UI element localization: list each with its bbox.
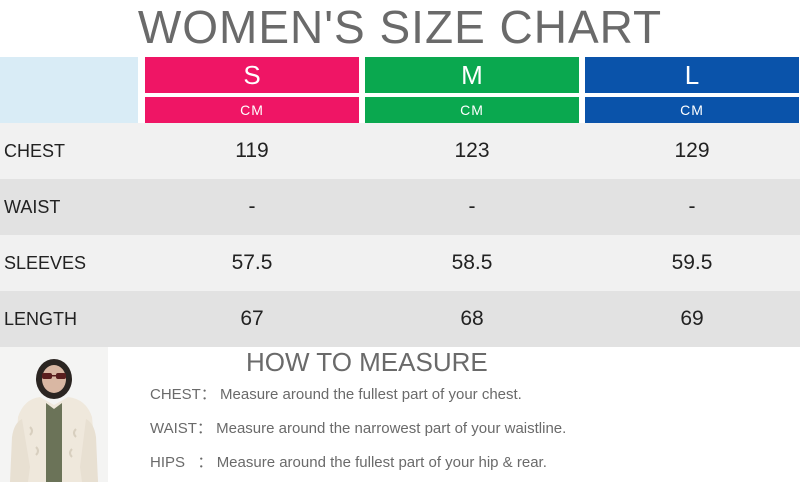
measure-text: Measure around the fullest part of your … (220, 386, 522, 403)
cell-value: 67 (240, 307, 264, 330)
size-header-s: S (145, 57, 359, 93)
row-label: WAIST (4, 197, 61, 217)
table-row-chest: CHEST 119 123 129 (0, 123, 800, 179)
row-label: LENGTH (4, 309, 78, 329)
page-title: WOMEN'S SIZE CHART (137, 1, 663, 53)
how-to-measure-title: HOW TO MEASURE (246, 347, 488, 377)
measure-item-waist: WAIST： Measure around the narrowest part… (150, 419, 566, 439)
cell-value: 123 (454, 139, 490, 162)
cell-value: - (468, 195, 476, 218)
cell-value: 58.5 (451, 251, 493, 274)
model-photo (0, 347, 108, 482)
measure-item-chest: CHEST： Measure around the fullest part o… (150, 385, 522, 405)
cell-value: 129 (674, 139, 710, 162)
cell-value: 68 (460, 307, 484, 330)
unit-header-l: CM (585, 97, 799, 123)
measure-text: Measure around the narrowest part of you… (216, 420, 567, 437)
measure-key: WAIST： (150, 420, 212, 437)
table-row-sleeves: SLEEVES 57.5 58.5 59.5 (0, 235, 800, 291)
row-label: SLEEVES (4, 253, 87, 273)
measure-text: Measure around the fullest part of your … (216, 454, 547, 471)
unit-header-s: CM (145, 97, 359, 123)
cell-value: - (248, 195, 256, 218)
cell-value: 57.5 (231, 251, 273, 274)
unit-header-m: CM (365, 97, 579, 123)
size-header-l: L (585, 57, 799, 93)
measure-key: CHEST： (150, 386, 216, 403)
measure-item-hips: HIPS ： Measure around the fullest part o… (150, 453, 547, 473)
cell-value: 59.5 (671, 251, 713, 274)
row-label: CHEST (4, 141, 66, 161)
measure-key: HIPS ： (150, 454, 213, 471)
table-row-length: LENGTH 67 68 69 (0, 291, 800, 347)
cell-value: 119 (235, 139, 269, 162)
size-header-m: M (365, 57, 579, 93)
table-row-waist: WAIST - - - (0, 179, 800, 235)
cell-value: 69 (680, 307, 704, 330)
model-illustration (0, 347, 108, 482)
cell-value: - (688, 195, 696, 218)
header-corner-cell (0, 57, 138, 123)
